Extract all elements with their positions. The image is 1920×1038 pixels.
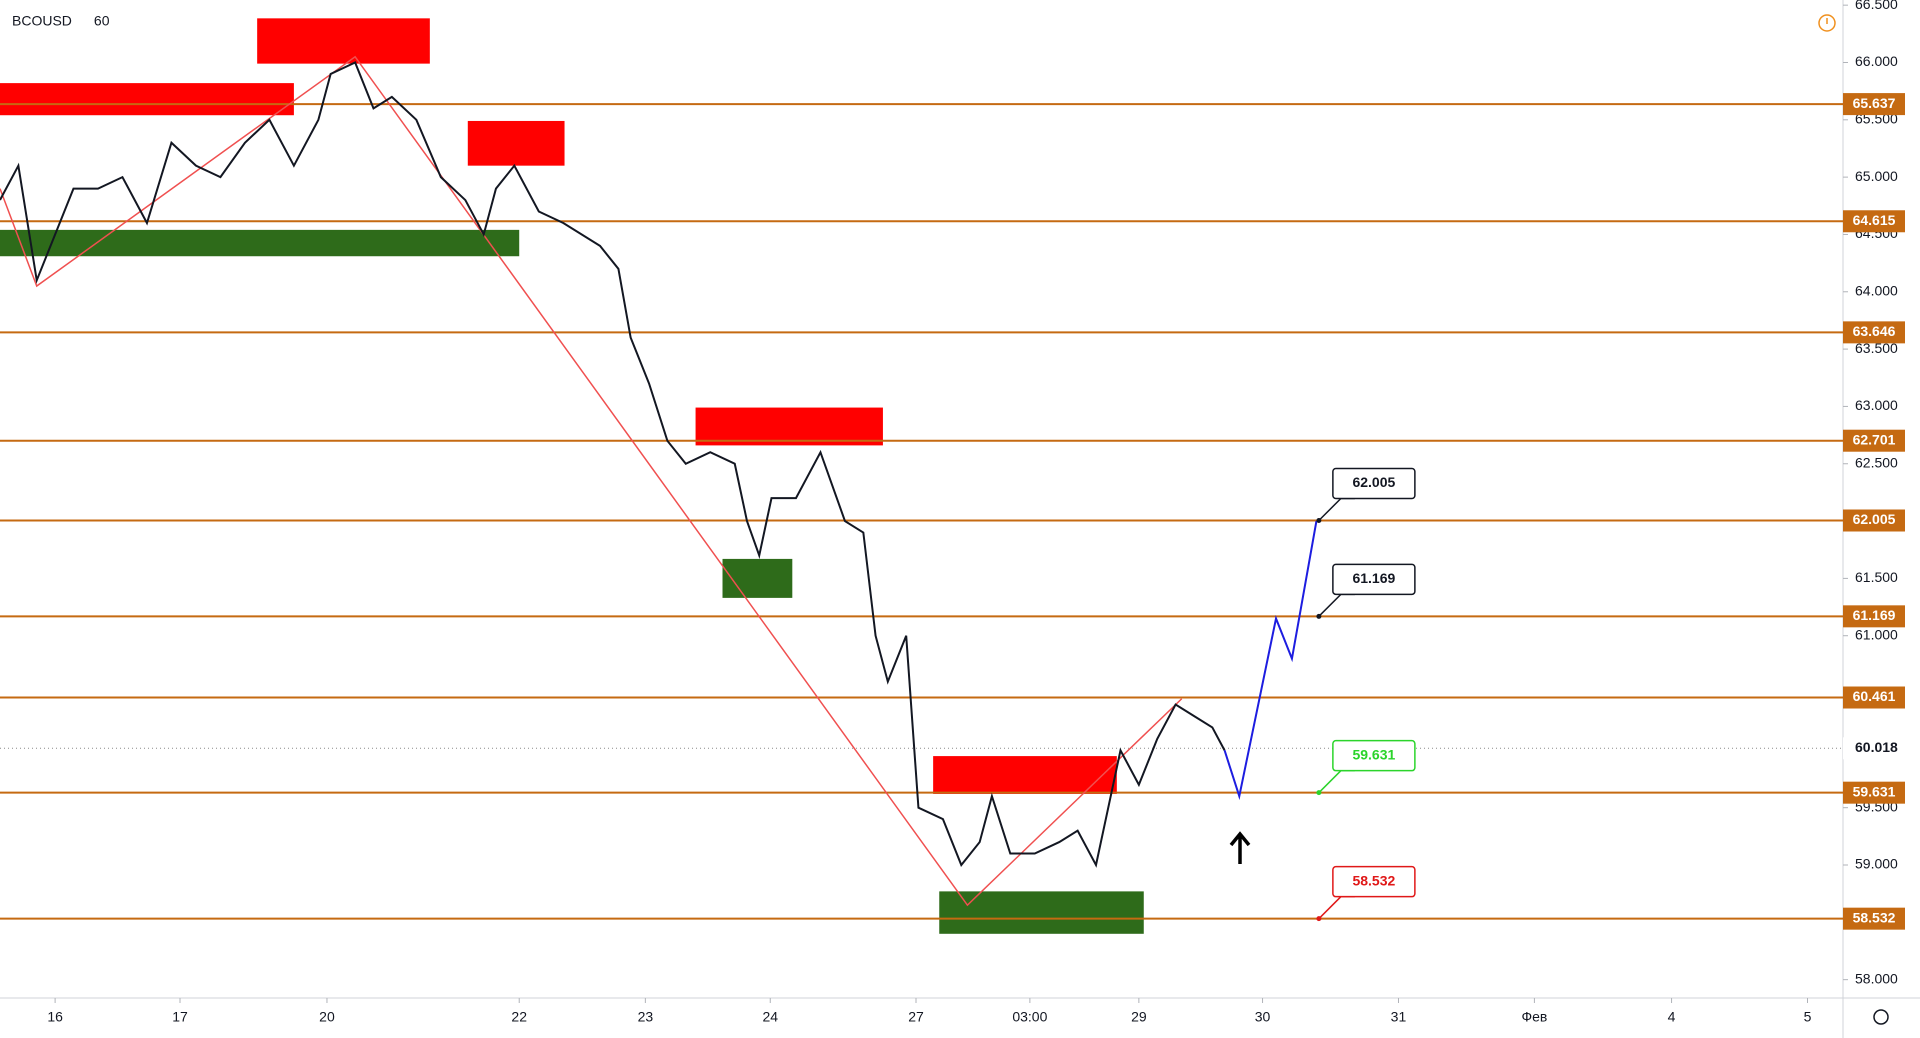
level-label: 64.615: [1853, 212, 1896, 228]
y-tick-label: 61.500: [1855, 569, 1898, 585]
level-label-box: [1843, 907, 1905, 930]
x-tick-label: 22: [511, 1009, 527, 1025]
zone: [467, 120, 565, 166]
callout-label: 59.631: [1352, 746, 1395, 762]
level-label-box: [1843, 781, 1905, 804]
zigzag-line: [0, 55, 1183, 907]
y-tick-label: 65.000: [1855, 168, 1898, 184]
callout-box: [1332, 563, 1416, 596]
settings-icon[interactable]: [1873, 1009, 1889, 1025]
zone: [695, 407, 883, 446]
callout-box: [1332, 467, 1416, 500]
level-label: 62.701: [1853, 431, 1896, 447]
x-tick-label: 30: [1255, 1009, 1271, 1025]
symbol: BCOUSD: [12, 13, 72, 29]
level-label-box: [1843, 210, 1905, 233]
level-label: 65.637: [1853, 95, 1896, 111]
x-tick-label: 20: [319, 1009, 335, 1025]
current-price-label: 60.018: [1855, 739, 1898, 755]
y-tick-label: 66.500: [1855, 0, 1898, 12]
up-arrow: [1229, 831, 1251, 864]
callout-pointer: [1318, 895, 1355, 920]
level-label-box: [1843, 686, 1905, 709]
callout-label: 58.532: [1352, 872, 1395, 888]
level-label: 58.532: [1853, 909, 1896, 925]
x-tick-label: 17: [172, 1009, 188, 1025]
level-label: 60.461: [1853, 688, 1896, 704]
level-label-box: [1843, 321, 1905, 344]
callout-box: [1332, 739, 1416, 772]
callout-pointer: [1318, 497, 1355, 522]
x-tick-label: 03:00: [1012, 1009, 1047, 1025]
level-label-box: [1843, 509, 1905, 532]
zone: [0, 229, 520, 257]
x-tick-label: 27: [908, 1009, 924, 1025]
interval: 60: [94, 13, 110, 29]
y-tick-label: 64.000: [1855, 282, 1898, 298]
level-label-box: [1843, 605, 1905, 628]
y-tick-label: 66.000: [1855, 53, 1898, 69]
x-tick-label: Фев: [1521, 1009, 1547, 1025]
x-tick-label: 16: [47, 1009, 63, 1025]
x-tick-label: 4: [1668, 1009, 1676, 1025]
zone: [939, 891, 1144, 934]
y-tick-label: 59.000: [1855, 856, 1898, 872]
x-tick-label: 24: [762, 1009, 778, 1025]
zone: [933, 756, 1117, 794]
y-tick-label: 63.500: [1855, 340, 1898, 356]
level-label-box: [1843, 93, 1905, 116]
level-label: 62.005: [1853, 511, 1896, 527]
callout-label: 61.169: [1352, 570, 1395, 586]
zone: [0, 83, 294, 116]
x-tick-label: 23: [638, 1009, 654, 1025]
level-label: 63.646: [1853, 323, 1896, 339]
callout-label: 62.005: [1352, 474, 1395, 490]
level-label-box: [1843, 429, 1905, 452]
x-tick-label: 5: [1804, 1009, 1812, 1025]
callout-pointer: [1318, 769, 1355, 794]
warning-icon[interactable]: [1818, 14, 1836, 32]
callout-pointer: [1318, 593, 1355, 617]
level-label: 59.631: [1853, 783, 1896, 799]
y-tick-label: 61.000: [1855, 626, 1898, 642]
y-tick-label: 63.000: [1855, 397, 1898, 413]
level-label: 61.169: [1853, 607, 1896, 623]
current-price-box: [1843, 737, 1920, 760]
zone: [722, 558, 793, 598]
zone: [257, 18, 430, 64]
x-tick-label: 29: [1131, 1009, 1147, 1025]
projection-line: [1223, 520, 1318, 801]
x-tick-label: 31: [1391, 1009, 1407, 1025]
callout-box: [1332, 865, 1416, 898]
price-line: [0, 61, 1226, 868]
y-tick-label: 62.500: [1855, 454, 1898, 470]
y-tick-label: 58.000: [1855, 970, 1898, 986]
